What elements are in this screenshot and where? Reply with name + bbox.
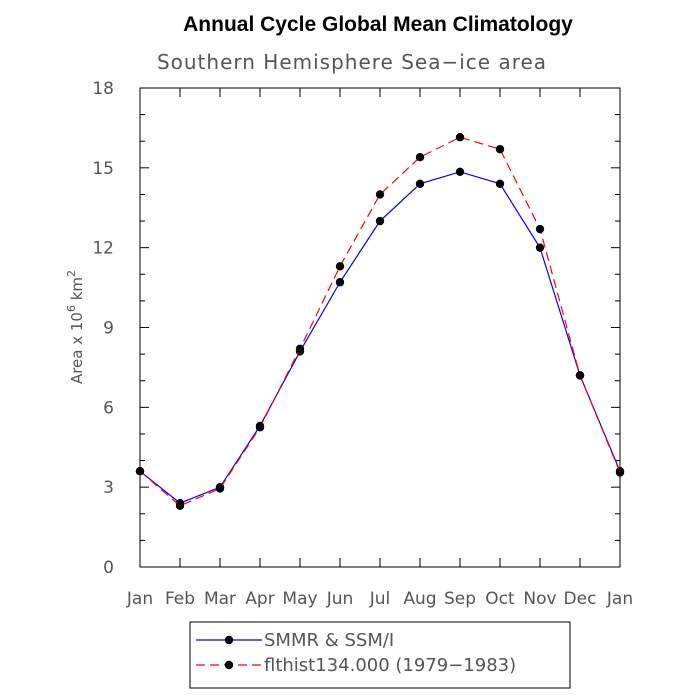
series-0-point-7 xyxy=(415,179,425,188)
x-axis-tick-labels: Jan Feb Mar Apr May Jun Jul Aug Sep Oct Nov Dec Jan xyxy=(126,589,633,609)
ytick-label: 0 xyxy=(103,558,114,578)
series-1-point-5 xyxy=(335,262,345,271)
xtick-label: Jan xyxy=(606,589,633,609)
xtick-label: Aug xyxy=(403,589,436,609)
xtick-label: Mar xyxy=(204,589,236,609)
series-0-point-6 xyxy=(375,216,385,226)
xtick-label: Jan xyxy=(126,589,153,609)
xtick-label: Dec xyxy=(564,589,597,609)
ytick-label: 12 xyxy=(92,239,114,259)
series-1-point-12 xyxy=(615,468,625,477)
series-1-point-3 xyxy=(255,423,265,432)
xtick-label: Oct xyxy=(485,589,515,609)
xtick-label: Sep xyxy=(444,589,476,609)
xtick-label: Nov xyxy=(523,589,556,609)
xtick-label: May xyxy=(282,589,317,609)
legend-marker-1 xyxy=(224,660,234,670)
plot-frame xyxy=(139,87,621,568)
ytick-label: 6 xyxy=(103,398,114,418)
y-axis-label-exp: 6 xyxy=(65,305,78,312)
legend-marker-0 xyxy=(224,635,234,645)
y-axis-tick-labels: 0 3 6 9 12 15 18 xyxy=(92,79,114,578)
xtick-label: Jul xyxy=(369,589,391,609)
series-1-point-8 xyxy=(455,133,465,142)
series-0-point-8 xyxy=(455,167,465,177)
series-0-point-9 xyxy=(495,179,505,188)
chart-subtitle: Southern Hemisphere Sea−ice area xyxy=(157,50,547,74)
series-layer xyxy=(135,133,625,510)
legend-label-0: SMMR & SSM/I xyxy=(264,630,394,651)
series-1-point-6 xyxy=(375,190,385,199)
y-axis-label: Area x 106 km2 xyxy=(65,270,86,384)
series-1-point-11 xyxy=(575,371,585,380)
legend-label-1: flthist134.000 (1979−1983) xyxy=(264,655,516,676)
xtick-label: Jun xyxy=(326,589,354,609)
ytick-label: 3 xyxy=(103,478,114,498)
legend-box xyxy=(189,621,571,689)
series-1-point-1 xyxy=(175,501,185,510)
series-1-point-7 xyxy=(415,152,425,162)
series-0-point-5 xyxy=(335,278,345,287)
ytick-label: 9 xyxy=(103,319,114,339)
series-1-point-0 xyxy=(135,467,145,476)
axis-ticks xyxy=(139,87,621,568)
series-1-point-4 xyxy=(295,344,305,353)
series-1-point-10 xyxy=(535,224,545,234)
xtick-label: Apr xyxy=(245,589,274,609)
y-axis-label-unit-exp: 2 xyxy=(65,270,78,277)
y-axis-label-base: Area x 10 xyxy=(68,312,86,384)
series-1-point-2 xyxy=(215,484,225,493)
xtick-label: Feb xyxy=(165,589,195,609)
legend: SMMR & SSM/I flthist134.000 (1979−1983) xyxy=(196,630,516,676)
series-1-point-9 xyxy=(495,145,505,154)
ytick-label: 18 xyxy=(92,79,114,99)
ytick-label: 15 xyxy=(92,159,114,179)
y-axis-label-unit: km xyxy=(68,277,86,305)
series-0-point-10 xyxy=(535,243,545,252)
chart-title: Annual Cycle Global Mean Climatology xyxy=(183,13,573,36)
